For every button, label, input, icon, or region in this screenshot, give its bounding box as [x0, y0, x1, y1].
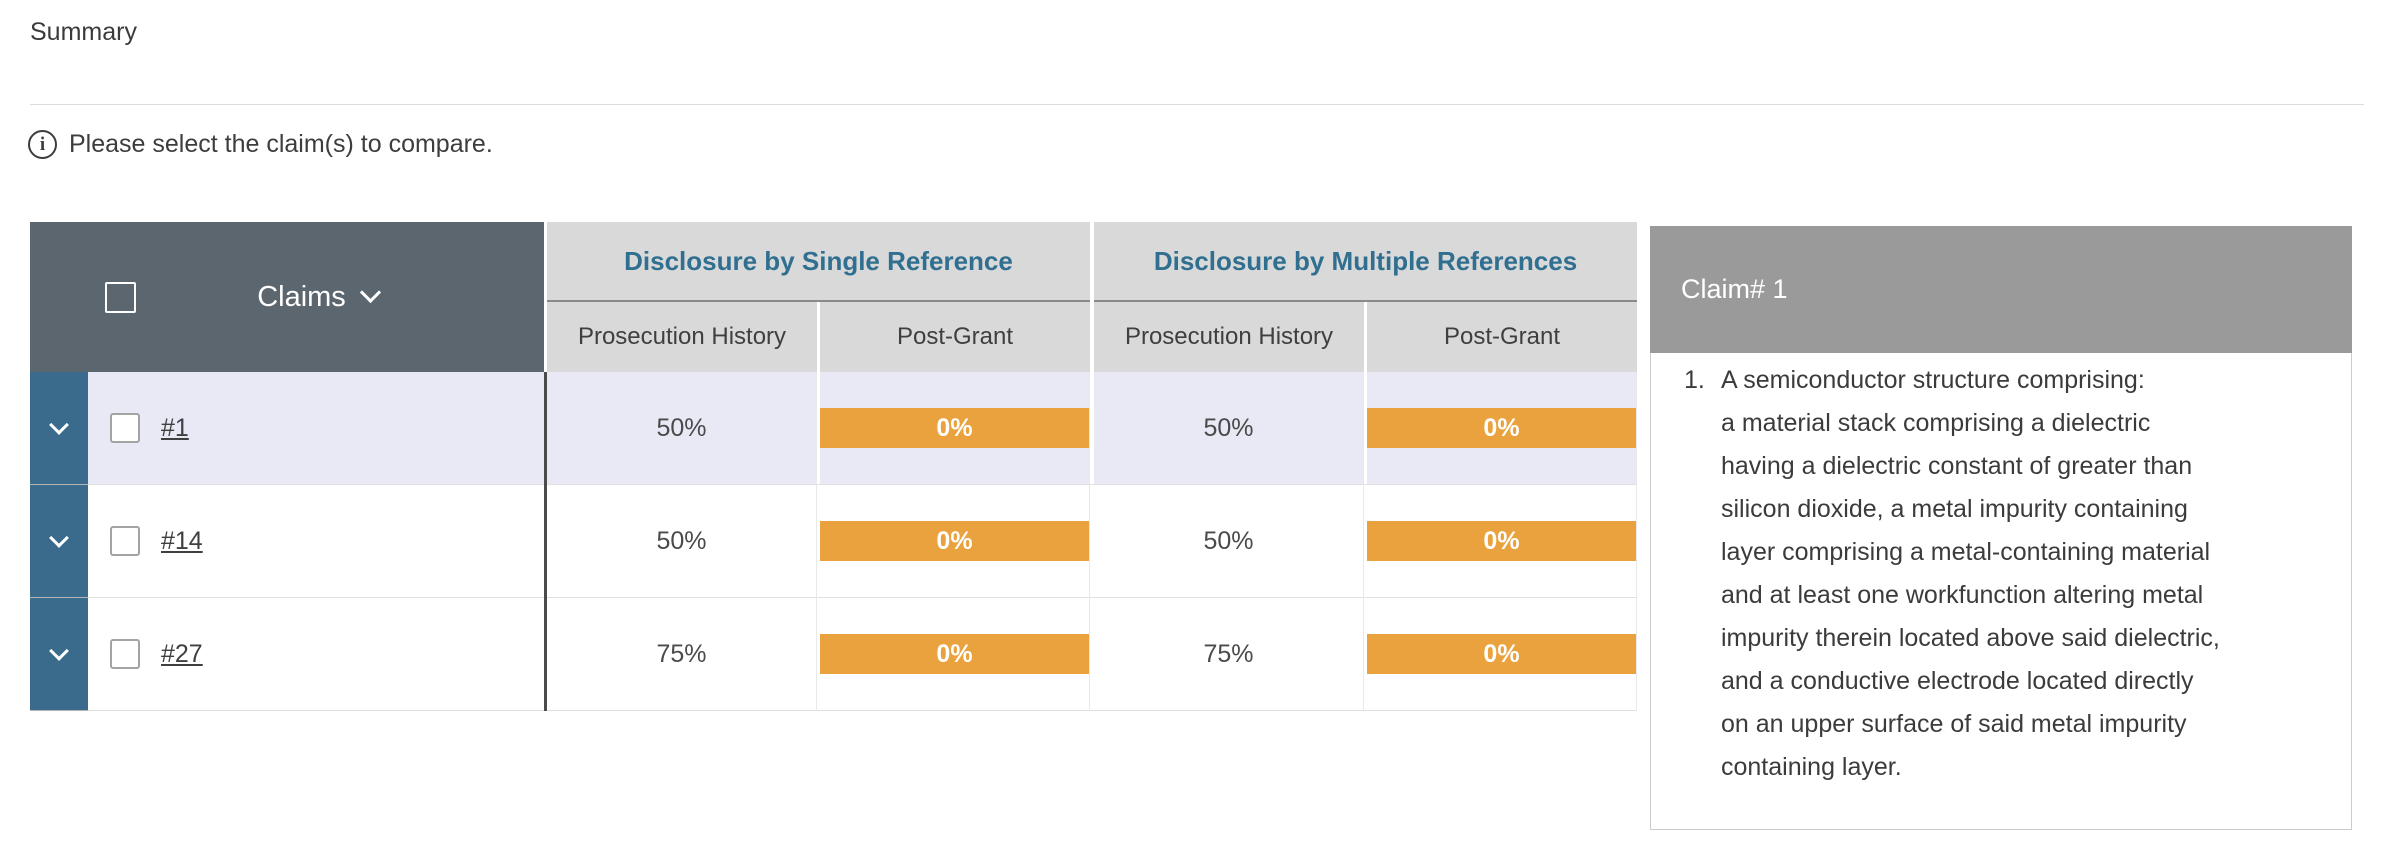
cell-post-grant-multiple: 0% — [1367, 372, 1637, 485]
cell-prosecution-history-single: 50% — [547, 372, 817, 485]
subheader-prosecution-history-multiple: Prosecution History — [1094, 302, 1364, 372]
percent-bar: 0% — [820, 408, 1089, 448]
table-row: #14 50% 0% 50% 0% — [30, 485, 1637, 598]
claim-cell: #27 — [88, 598, 544, 711]
claims-column-label: Claims — [257, 280, 346, 313]
cell-prosecution-history-multiple: 75% — [1094, 598, 1364, 711]
column-separator — [544, 485, 547, 598]
body-gap — [1364, 598, 1367, 711]
column-separator — [544, 372, 547, 485]
row-expand-button[interactable] — [30, 598, 88, 711]
chevron-down-icon — [49, 640, 69, 661]
group-header-multiple-references: Disclosure by Multiple References — [1094, 222, 1637, 302]
chevron-down-icon — [49, 527, 69, 548]
claims-table: Claims Disclosure by Single Reference Di… — [30, 222, 1637, 711]
table-body: #1 50% 0% 50% 0% #14 50% 0% 50% — [30, 372, 1637, 711]
row-checkbox[interactable] — [110, 639, 140, 669]
subheader-post-grant-multiple: Post-Grant — [1367, 302, 1637, 372]
percent-value: 75% — [1203, 639, 1254, 668]
percent-value: 0% — [936, 413, 973, 442]
row-expand-button[interactable] — [30, 485, 88, 598]
percent-value: 0% — [1483, 526, 1520, 555]
claim-panel-body: 1. A semiconductor structure comprising:… — [1650, 353, 2352, 830]
header-right: Disclosure by Single Reference Disclosur… — [547, 222, 1637, 372]
cell-post-grant-multiple: 0% — [1367, 485, 1637, 598]
table-row: #1 50% 0% 50% 0% — [30, 372, 1637, 485]
percent-value: 50% — [656, 526, 707, 555]
cell-post-grant-multiple: 0% — [1367, 598, 1637, 711]
percent-value: 0% — [936, 526, 973, 555]
body-gap — [817, 372, 820, 485]
chevron-down-icon — [359, 281, 381, 304]
cell-prosecution-history-multiple: 50% — [1094, 485, 1364, 598]
claim-text: A semiconductor structure comprising: a … — [1721, 366, 2220, 781]
cell-post-grant-single: 0% — [820, 372, 1090, 485]
claim-panel-title: Claim# 1 — [1650, 226, 2352, 353]
body-gap — [817, 485, 820, 598]
cell-prosecution-history-multiple: 50% — [1094, 372, 1364, 485]
percent-bar: 0% — [1367, 634, 1636, 674]
percent-bar: 0% — [1367, 521, 1636, 561]
claim-item: 1. A semiconductor structure comprising:… — [1684, 359, 2327, 789]
claims-column-header[interactable]: Claims — [30, 222, 544, 372]
claim-cell: #14 — [88, 485, 544, 598]
cell-post-grant-single: 0% — [820, 485, 1090, 598]
percent-value: 0% — [936, 639, 973, 668]
table-header: Claims Disclosure by Single Reference Di… — [30, 222, 1637, 372]
cell-post-grant-single: 0% — [820, 598, 1090, 711]
body-gap — [1364, 372, 1367, 485]
body-gap — [1090, 485, 1094, 598]
header-gap — [544, 222, 547, 372]
info-icon-glyph: i — [39, 134, 46, 155]
table-row: #27 75% 0% 75% 0% — [30, 598, 1637, 711]
body-gap — [1364, 485, 1367, 598]
section-divider — [30, 104, 2364, 105]
chevron-down-icon — [49, 414, 69, 435]
instruction-row: i Please select the claim(s) to compare. — [28, 130, 493, 159]
row-checkbox[interactable] — [110, 526, 140, 556]
percent-bar: 0% — [1367, 408, 1636, 448]
select-all-checkbox[interactable] — [105, 281, 136, 313]
page-title: Summary — [30, 18, 137, 46]
percent-value: 0% — [1483, 413, 1520, 442]
instruction-text: Please select the claim(s) to compare. — [69, 130, 493, 158]
claim-detail-panel: Claim# 1 1. A semiconductor structure co… — [1650, 226, 2352, 830]
claim-cell: #1 — [88, 372, 544, 485]
group-header-single-reference: Disclosure by Single Reference — [547, 222, 1090, 302]
subheader-prosecution-history-single: Prosecution History — [547, 302, 817, 372]
claim-link[interactable]: #14 — [161, 526, 203, 555]
percent-value: 0% — [1483, 639, 1520, 668]
group-header-row: Disclosure by Single Reference Disclosur… — [547, 222, 1637, 302]
body-gap — [817, 598, 820, 711]
header-gap — [1364, 302, 1367, 372]
subheader-post-grant-single: Post-Grant — [820, 302, 1090, 372]
header-gap — [1090, 222, 1094, 302]
claim-number: 1. — [1684, 366, 1705, 394]
percent-value: 50% — [1203, 526, 1254, 555]
cell-prosecution-history-single: 75% — [547, 598, 817, 711]
header-gap — [817, 302, 820, 372]
cell-prosecution-history-single: 50% — [547, 485, 817, 598]
percent-value: 50% — [1203, 413, 1254, 442]
body-gap — [1090, 598, 1094, 711]
claims-sort-control[interactable]: Claims — [136, 281, 544, 314]
body-gap — [1090, 372, 1094, 485]
percent-bar: 0% — [820, 634, 1089, 674]
claim-link[interactable]: #1 — [161, 413, 189, 442]
percent-bar: 0% — [820, 521, 1089, 561]
row-checkbox[interactable] — [110, 413, 140, 443]
percent-value: 50% — [656, 413, 707, 442]
column-separator — [544, 598, 547, 711]
percent-value: 75% — [656, 639, 707, 668]
claim-link[interactable]: #27 — [161, 639, 203, 668]
row-expand-button[interactable] — [30, 372, 88, 485]
sub-header-row: Prosecution History Post-Grant Prosecuti… — [547, 302, 1637, 372]
info-icon: i — [28, 130, 57, 159]
header-gap — [1090, 302, 1094, 372]
